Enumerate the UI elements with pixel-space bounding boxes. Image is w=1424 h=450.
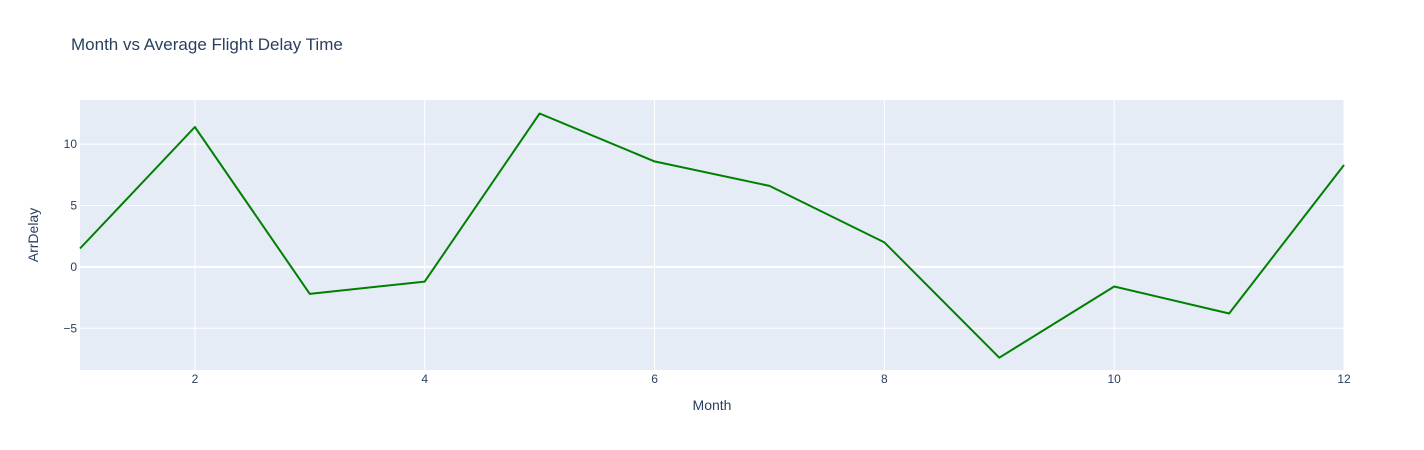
y-tick-label: 10 — [64, 137, 78, 151]
x-tick-label: 8 — [881, 372, 888, 386]
x-axis-title: Month — [693, 397, 732, 413]
series-layer — [79, 112, 1345, 359]
tick-labels: 2 4 6 8 10 12 −5 0 5 10 — [63, 137, 1351, 386]
x-tick-label: 10 — [1108, 372, 1122, 386]
x-tick-label: 2 — [192, 372, 199, 386]
plot-area — [80, 100, 1344, 370]
y-tick-label: 0 — [70, 260, 77, 274]
chart-title: Month vs Average Flight Delay Time — [71, 35, 343, 54]
x-tick-label: 6 — [651, 372, 658, 386]
x-tick-label: 12 — [1337, 372, 1351, 386]
y-axis-title: ArrDelay — [25, 208, 41, 262]
y-tick-label: 5 — [70, 199, 77, 213]
series-line — [79, 112, 1345, 359]
x-tick-label: 4 — [421, 372, 428, 386]
y-tick-label: −5 — [63, 321, 77, 335]
